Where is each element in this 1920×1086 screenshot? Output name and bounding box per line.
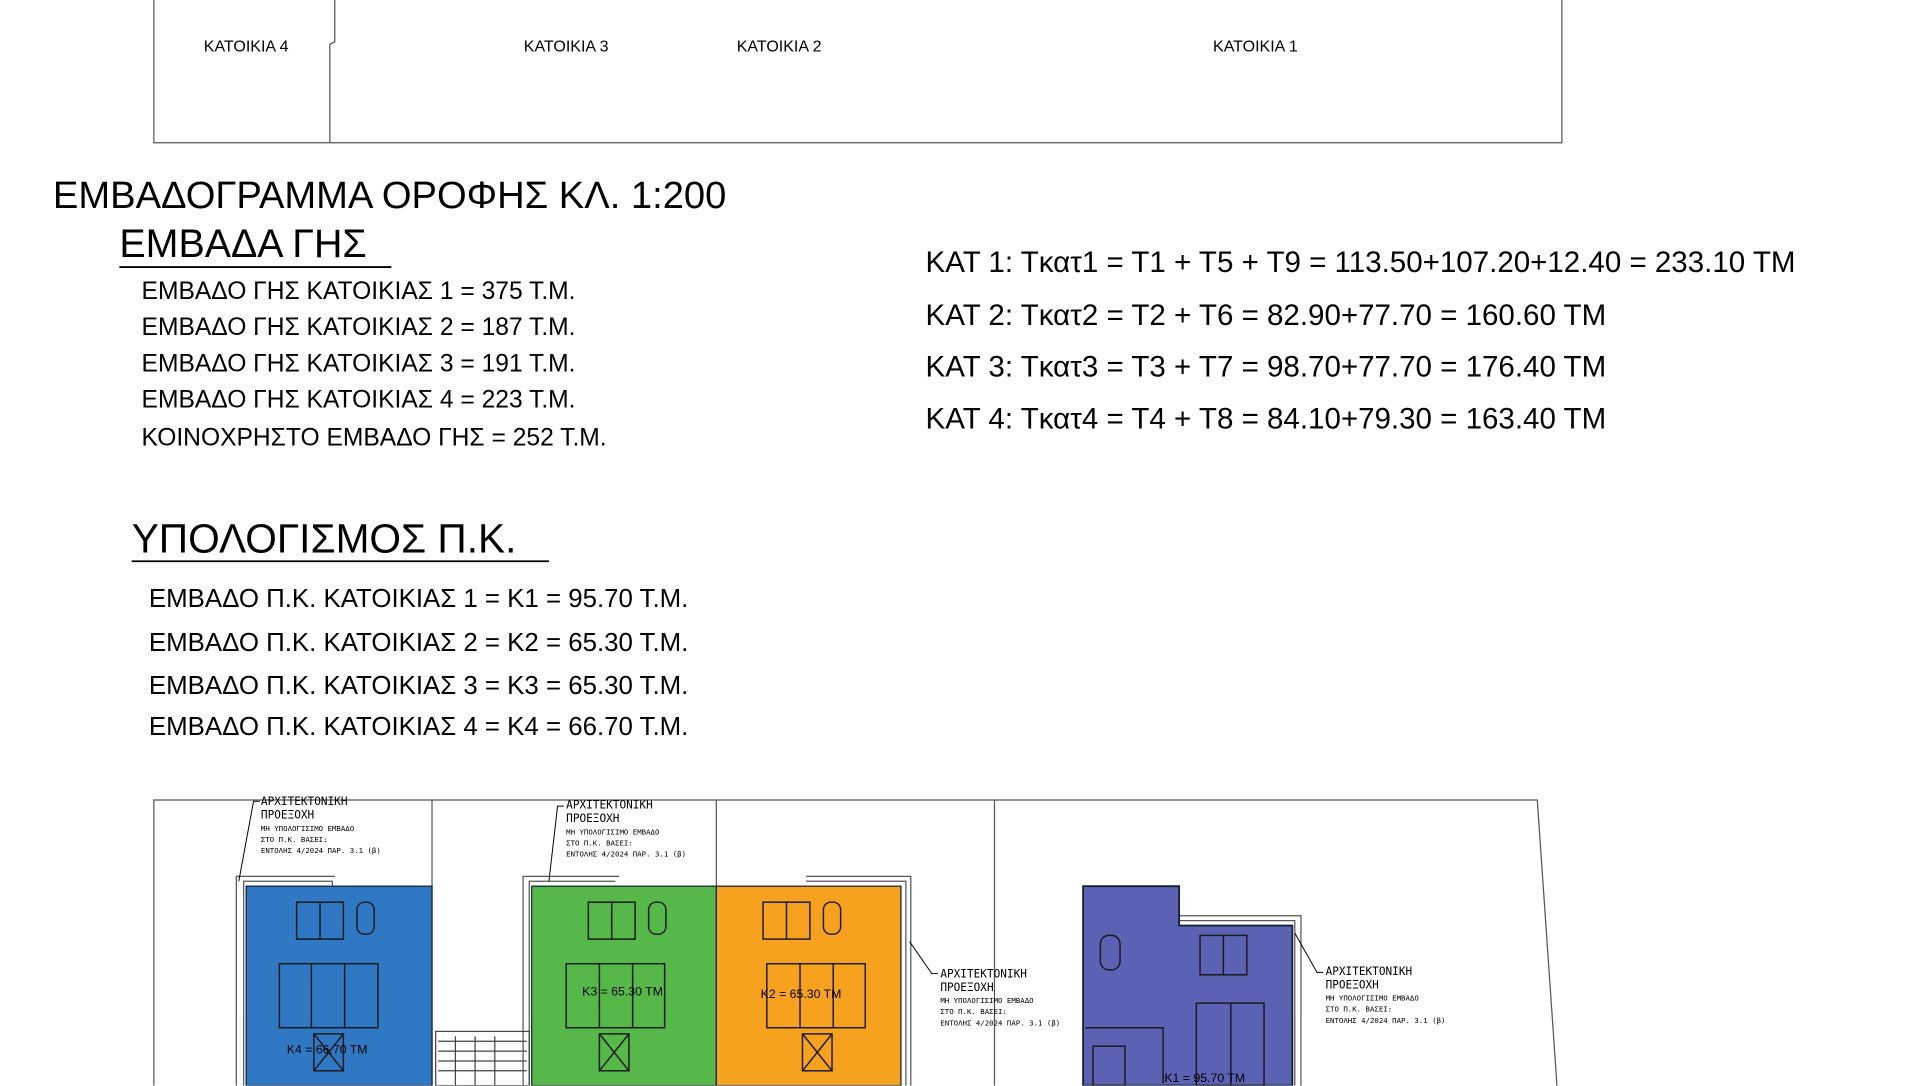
formula-line: ΚΑΤ 1: Τκατ1 = Τ1 + Τ5 + Τ9 = 113.50+107…	[926, 246, 1796, 279]
projection-note-line: ΣΤΟ Π.Κ. ΒΑΣΕΙ:	[261, 835, 328, 844]
label-katoikia-3: ΚΑΤΟΙΚΙΑ 3	[524, 39, 609, 56]
pk-line: ΕΜΒΑΔΟ Π.Κ. ΚΑΤΟΙΚΙΑΣ 4 = Κ4 = 66.70 Τ.Μ…	[149, 713, 688, 741]
ground-line: ΕΜΒΑΔΟ ΓΗΣ ΚΑΤΟΙΚΙΑΣ 4 = 223 Τ.Μ.	[142, 386, 576, 413]
projection-note-line: ΣΤΟ Π.Κ. ΒΑΣΕΙ:	[566, 839, 633, 848]
area-label-k2: Κ2 = 65.30 ΤΜ	[761, 987, 842, 1001]
projection-note-line: ΑΡΧΙΤΕΚΤΟΝΙΚΗ	[940, 967, 1027, 980]
projection-note-line: ΕΝΤΟΛΗΣ 4/2024 ΠΑΡ. 3.1 (β)	[1326, 1016, 1446, 1025]
formula-line: ΚΑΤ 2: Τκατ2 = Τ2 + Τ6 = 82.90+77.70 = 1…	[926, 299, 1607, 332]
area-label-k1: Κ1 = 95.70 ΤΜ	[1164, 1071, 1245, 1085]
projection-note-line: ΠΡΟΕΞΟΧΗ	[940, 981, 993, 994]
unit-k4-area	[245, 885, 433, 1086]
projection-note-line: ΣΤΟ Π.Κ. ΒΑΣΕΙ:	[1326, 1005, 1393, 1014]
label-katoikia-2: ΚΑΤΟΙΚΙΑ 2	[737, 39, 822, 56]
projection-note-line: ΕΝΤΟΛΗΣ 4/2024 ΠΑΡ. 3.1 (β)	[940, 1018, 1060, 1027]
projection-note-line: ΠΡΟΕΞΟΧΗ	[261, 808, 314, 821]
ground-line: ΕΜΒΑΔΟ ΓΗΣ ΚΑΤΟΙΚΙΑΣ 1 = 375 Τ.Μ.	[142, 278, 576, 305]
projection-note-line: ΜΗ ΥΠΟΛΟΓΙΣΙΜΟ ΕΜΒΑΔΟ	[1326, 994, 1420, 1003]
label-katoikia-1: ΚΑΤΟΙΚΙΑ 1	[1213, 39, 1298, 56]
ground-line: ΕΜΒΑΔΟ ΓΗΣ ΚΑΤΟΙΚΙΑΣ 3 = 191 Τ.Μ.	[142, 351, 576, 378]
projection-note-line: ΑΡΧΙΤΕΚΤΟΝΙΚΗ	[1326, 965, 1413, 978]
ground-line: ΕΜΒΑΔΟ ΓΗΣ ΚΑΤΟΙΚΙΑΣ 2 = 187 Τ.Μ.	[142, 314, 576, 341]
area-label-k4: Κ4 = 66.70 ΤΜ	[287, 1043, 368, 1057]
projection-note-line: ΑΡΧΙΤΕΚΤΟΝΙΚΗ	[566, 799, 653, 812]
ground-line: ΚΟΙΝΟΧΡΗΣΤΟ ΕΜΒΑΔΟ ΓΗΣ = 252 Τ.Μ.	[142, 425, 607, 452]
projection-note-line: ΜΗ ΥΠΟΛΟΓΙΣΙΜΟ ΕΜΒΑΔΟ	[940, 996, 1034, 1005]
projection-note-line: ΣΤΟ Π.Κ. ΒΑΣΕΙ:	[940, 1007, 1007, 1016]
projection-note-line: ΜΗ ΥΠΟΛΟΓΙΣΙΜΟ ΕΜΒΑΔΟ	[566, 827, 660, 836]
pk-line: ΕΜΒΑΔΟ Π.Κ. ΚΑΤΟΙΚΙΑΣ 1 = Κ1 = 95.70 Τ.Μ…	[149, 585, 688, 613]
pk-line: ΕΜΒΑΔΟ Π.Κ. ΚΑΤΟΙΚΙΑΣ 3 = Κ3 = 65.30 Τ.Μ…	[149, 672, 688, 700]
pk-line: ΕΜΒΑΔΟ Π.Κ. ΚΑΤΟΙΚΙΑΣ 2 = Κ2 = 65.30 Τ.Μ…	[149, 629, 688, 657]
fixtures	[278, 901, 1265, 1086]
projection-note-line: ΠΡΟΕΞΟΧΗ	[566, 812, 619, 825]
unit-k2-area	[715, 885, 902, 1086]
roof-plan: Κ4 = 66.70 ΤΜ Κ3 = 65.30 ΤΜ Κ2 = 65.30 Τ…	[153, 799, 1558, 1086]
formula-line: ΚΑΤ 3: Τκατ3 = Τ3 + Τ7 = 98.70+77.70 = 1…	[926, 351, 1607, 384]
unit-k3-area	[531, 885, 717, 1086]
formula-line: ΚΑΤ 4: Τκατ4 = Τ4 + Τ8 = 84.10+79.30 = 1…	[926, 402, 1607, 435]
projection-note-line: ΑΡΧΙΤΕΚΤΟΝΙΚΗ	[261, 795, 348, 808]
top-plan	[153, 0, 1563, 144]
projection-note-line: ΕΝΤΟΛΗΣ 4/2024 ΠΑΡ. 3.1 (β)	[566, 850, 686, 859]
stair	[435, 1030, 530, 1086]
projection-note-line: ΜΗ ΥΠΟΛΟΓΙΣΙΜΟ ΕΜΒΑΔΟ	[261, 824, 355, 833]
label-katoikia-4: ΚΑΤΟΙΚΙΑ 4	[204, 39, 289, 56]
ground-heading: ΕΜΒΑΔΑ ΓΗΣ	[119, 222, 366, 266]
area-label-k3: Κ3 = 65.30 ΤΜ	[582, 985, 663, 999]
pk-heading: ΥΠΟΛΟΓΙΣΜΟΣ Π.Κ.	[132, 516, 517, 562]
projection-note-line: ΠΡΟΕΞΟΧΗ	[1326, 978, 1379, 991]
projection-note-line: ΕΝΤΟΛΗΣ 4/2024 ΠΑΡ. 3.1 (β)	[261, 846, 381, 855]
page-title: ΕΜΒΑΔΟΓΡΑΜΜΑ ΟΡΟΦΗΣ ΚΛ. 1:200	[53, 174, 726, 217]
